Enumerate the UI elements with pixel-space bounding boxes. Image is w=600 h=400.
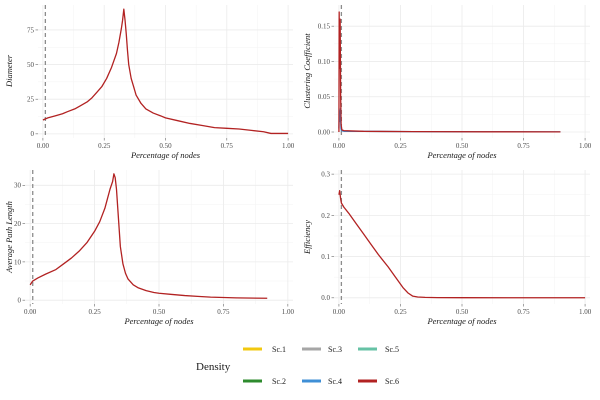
legend-item-sc1: Sc.1 [243,345,286,354]
x-tick-label: 0.50 [456,142,469,150]
average-path-length-panel: 0.00 0.25 0.50 0.75 1.00 0 10 20 30 Percentage of… [4,170,294,326]
efficiency-panel: 0.00 0.25 0.50 0.75 1.00 0.0 0.1 0.2 0.3 Percenta… [302,170,592,326]
x-tick-label: 0.00 [24,308,37,316]
x-axis-label: Percentage of nodes [130,150,201,160]
legend-label: Sc.5 [385,345,399,354]
y-axis-label: Efficiency [302,220,312,255]
x-tick-label: 0.75 [517,142,530,150]
x-tick-label: 1.00 [282,142,295,150]
series-line-sc6 [42,8,289,135]
x-tick-label: 1.00 [579,142,592,150]
legend-label: Sc.6 [385,377,399,386]
y-axis-label: Diameter [4,54,14,88]
x-tick-label: 0.50 [153,308,166,316]
legend-label: Sc.3 [328,345,342,354]
series-line-sc6 [29,173,268,299]
x-tick-label: 0.00 [37,142,50,150]
x-tick-label: 0.75 [221,142,234,150]
y-tick-label: 75 [27,26,35,34]
y-tick-label: 0.10 [318,58,331,66]
series-line-sc6 [338,189,586,299]
legend-item-sc6: Sc.6 [358,377,399,386]
x-tick-label: 0.50 [456,308,469,316]
y-tick-label: 0.0 [321,294,330,302]
y-axis-label: Average Path Length [4,201,14,274]
legend-title: Density [196,361,231,373]
y-tick-label: 0.15 [318,23,331,31]
legend-item-sc2: Sc.2 [243,377,286,386]
y-tick-label: 0 [18,297,22,305]
x-tick-label: 0.50 [159,142,172,150]
x-tick-label: 0.00 [333,308,346,316]
x-axis-label: Percentage of nodes [426,150,497,160]
y-tick-label: 30 [14,182,22,190]
legend-label: Sc.1 [272,345,286,354]
y-tick-label: 0.2 [321,212,330,220]
x-tick-label: 0.00 [333,142,346,150]
clustering-coefficient-panel: 0.00 0.25 0.50 0.75 1.00 0.00 0.05 0.10 0.15 Perc… [302,5,592,160]
y-tick-label: 0.3 [321,171,330,179]
y-tick-label: 25 [27,96,35,104]
x-tick-label: 1.00 [282,308,295,316]
legend: Density Sc.1 Sc.3 Sc.5 Sc.2 Sc.4 Sc.6 [196,345,399,386]
legend-item-sc4: Sc.4 [302,377,342,386]
legend-label: Sc.4 [328,377,342,386]
x-tick-label: 0.75 [217,308,230,316]
x-tick-label: 0.25 [98,142,111,150]
x-tick-label: 0.25 [88,308,101,316]
y-tick-label: 50 [27,61,35,69]
legend-item-sc3: Sc.3 [302,345,342,354]
y-tick-label: 0 [31,130,35,138]
y-tick-label: 0.05 [318,93,331,101]
x-tick-label: 0.25 [394,142,407,150]
y-axis-label: Clustering Coefficient [302,33,312,109]
legend-label: Sc.2 [272,377,286,386]
y-tick-label: 0.1 [321,253,330,261]
x-tick-label: 0.25 [394,308,407,316]
y-tick-label: 10 [14,258,22,266]
legend-item-sc5: Sc.5 [358,345,399,354]
x-tick-label: 1.00 [579,308,592,316]
x-axis-label: Percentage of nodes [123,316,194,326]
x-tick-label: 0.75 [517,308,530,316]
diameter-panel: 0.00 0.25 0.50 0.75 1.00 0 25 50 75 Percentage of… [4,5,295,160]
y-tick-label: 0.00 [318,128,331,136]
x-axis-label: Percentage of nodes [426,316,497,326]
series-line-sc6 [338,11,561,133]
y-tick-label: 20 [14,220,22,228]
